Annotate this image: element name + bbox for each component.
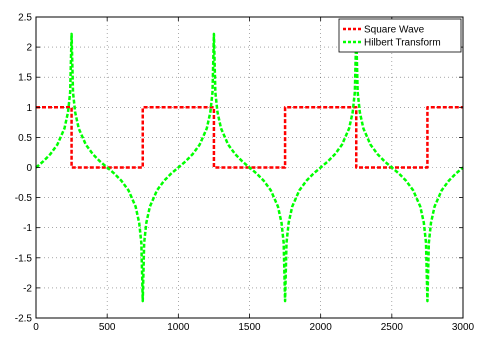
x-tick-label: 0: [33, 322, 39, 333]
legend-label-hilbert-transform: Hilbert Transform: [364, 38, 441, 49]
legend-label-square-wave: Square Wave: [364, 25, 425, 36]
y-tick-label: 1.5: [18, 73, 32, 84]
x-tick-label: 2500: [381, 322, 404, 333]
y-tick-label: -2: [23, 283, 32, 294]
y-tick-label: 2: [26, 43, 32, 54]
y-tick-label: 0: [26, 163, 32, 174]
x-tick-label: 500: [99, 322, 116, 333]
plot-lines: [35, 32, 464, 303]
x-tick-label: 1000: [167, 322, 190, 333]
y-tick-label: -1: [23, 223, 32, 234]
hilbert-transform-line: [35, 32, 464, 303]
y-tick-label: 2.5: [18, 13, 32, 24]
legend-box: [338, 18, 462, 53]
x-axis: 0 500 1000 1500 2000 2500 3000: [33, 17, 475, 333]
x-tick-label: 2000: [310, 322, 333, 333]
x-tick-label: 3000: [452, 322, 475, 333]
y-tick-label: -1.5: [15, 253, 33, 264]
legend: Square Wave Hilbert Transform: [338, 18, 462, 53]
x-tick-label: 1500: [238, 322, 261, 333]
y-axis: -2.5 -2 -1.5 -1 -0.5 0 0.5 1 1.5 2 2.5: [15, 13, 463, 325]
square-wave-line: [36, 106, 463, 169]
y-tick-label: 0.5: [18, 133, 32, 144]
y-tick-label: 1: [26, 103, 32, 114]
y-tick-label: -2.5: [15, 314, 33, 325]
y-tick-label: -0.5: [15, 193, 33, 204]
